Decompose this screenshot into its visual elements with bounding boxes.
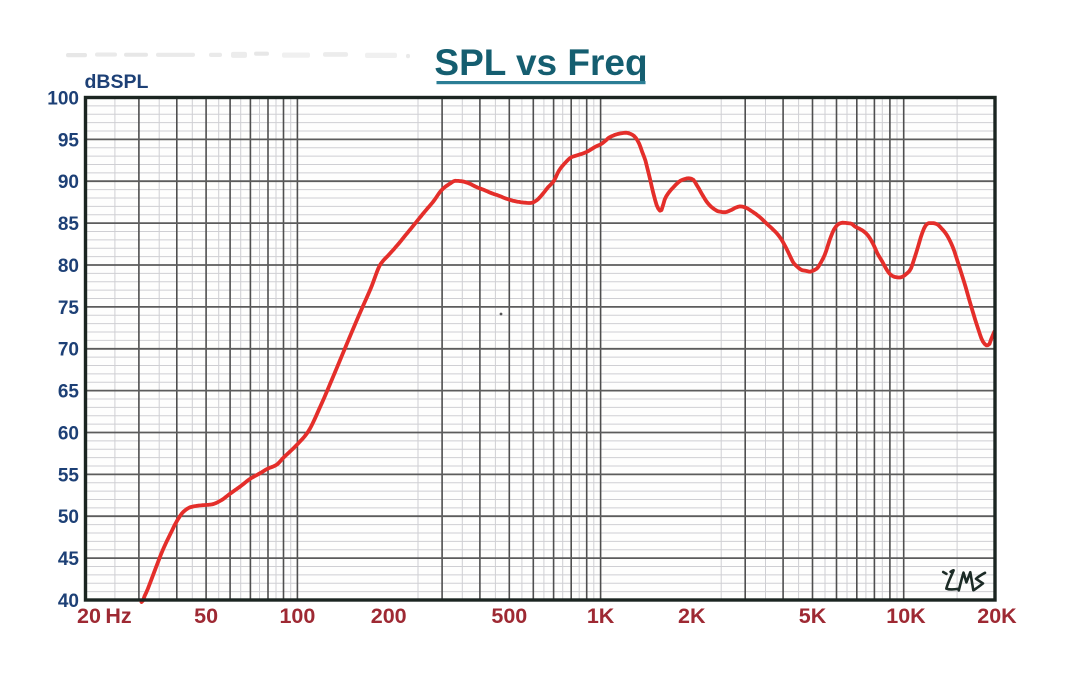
svg-text:80: 80 <box>58 256 79 277</box>
svg-text:100: 100 <box>47 88 79 109</box>
svg-text:100: 100 <box>279 604 315 628</box>
svg-text:5K: 5K <box>799 604 827 628</box>
svg-text:1K: 1K <box>587 604 615 628</box>
svg-text:50: 50 <box>58 507 79 528</box>
svg-text:20: 20 <box>77 604 101 628</box>
svg-text:45: 45 <box>58 549 80 570</box>
svg-text:75: 75 <box>58 298 80 319</box>
svg-text:10K: 10K <box>886 604 926 628</box>
svg-text:20K: 20K <box>977 604 1017 628</box>
svg-text:2K: 2K <box>678 604 706 628</box>
svg-text:500: 500 <box>491 604 527 628</box>
svg-text:55: 55 <box>58 465 80 486</box>
svg-text:85: 85 <box>58 214 80 235</box>
svg-text:90: 90 <box>58 172 79 193</box>
svg-text:70: 70 <box>58 340 79 361</box>
svg-text:dBSPL: dBSPL <box>85 71 149 93</box>
svg-text:40: 40 <box>58 591 79 612</box>
svg-text:Hz: Hz <box>105 604 131 628</box>
svg-text:65: 65 <box>58 382 80 403</box>
svg-text:200: 200 <box>371 604 407 628</box>
svg-text:50: 50 <box>194 604 218 628</box>
svg-text:95: 95 <box>58 130 80 151</box>
svg-text:60: 60 <box>58 423 79 444</box>
svg-text:SPL vs Freq: SPL vs Freq <box>434 42 647 83</box>
